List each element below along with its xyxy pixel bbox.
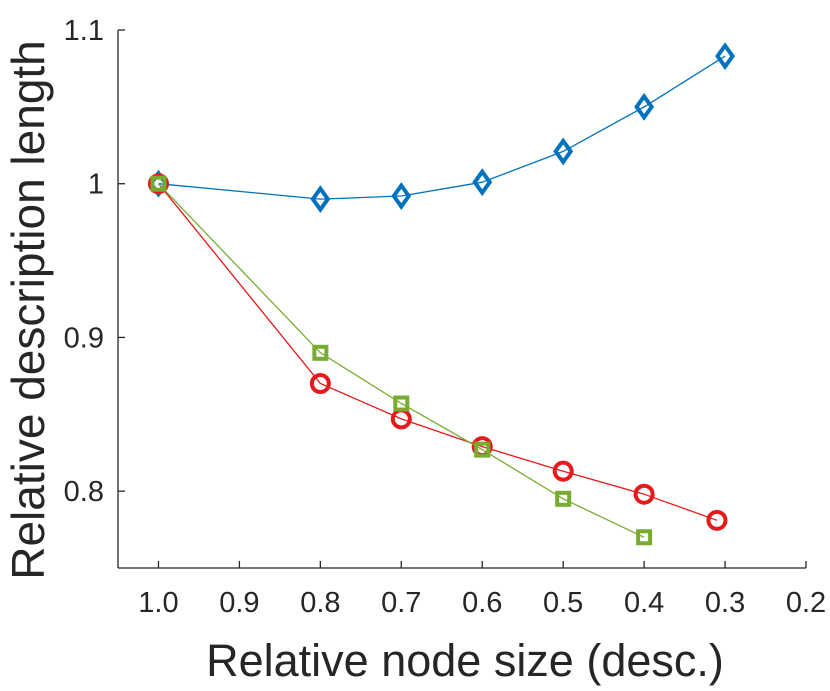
series-circle: [147, 173, 728, 531]
x-tick-label: 0.8: [300, 587, 340, 619]
data-point: [472, 168, 493, 197]
labels: Relative node size (desc.) Relative desc…: [2, 40, 724, 686]
x-tick-label: 0.5: [543, 587, 583, 619]
data-point: [150, 175, 167, 192]
x-tick-label: 0.4: [624, 587, 664, 619]
x-tick-label: 0.3: [705, 587, 745, 619]
data-point: [633, 483, 655, 505]
data-point: [393, 395, 410, 412]
data-point: [147, 173, 169, 195]
axes: 1.0 0.9 0.8 0.7 0.6 0.5 0.4 0.3 0.2 0.8 0.9 1 1.1: [64, 15, 826, 619]
data-point: [715, 42, 736, 71]
data-point: [552, 460, 574, 482]
x-tick-label: 0.7: [381, 587, 421, 619]
series-line: [157, 183, 718, 521]
y-tick-label: 1.1: [64, 15, 104, 47]
series-diamond: [148, 42, 736, 214]
x-tick-label: 0.2: [786, 587, 826, 619]
data-point: [474, 441, 491, 458]
x-tick-label: 0.9: [219, 587, 259, 619]
y-tick-label: 1: [88, 169, 104, 201]
y-tick-label: 0.8: [64, 476, 104, 508]
data-point: [553, 137, 574, 166]
data-point: [706, 509, 728, 531]
data-point: [312, 344, 329, 361]
data-point: [636, 529, 653, 546]
series-square: [150, 175, 653, 546]
series-line: [158, 183, 645, 538]
series-line: [158, 55, 726, 200]
x-tick-label: 1.0: [138, 587, 178, 619]
y-axis-label: Relative description length: [2, 40, 54, 580]
data-point: [555, 490, 572, 507]
y-tick-label: 0.9: [64, 322, 104, 354]
data-point: [634, 92, 655, 121]
data-point: [391, 182, 412, 210]
x-tick-label: 0.6: [462, 587, 502, 619]
series-layer: [147, 42, 736, 546]
x-axis-label: Relative node size (desc.): [206, 635, 724, 686]
data-point: [309, 373, 331, 395]
data-point: [310, 185, 331, 214]
